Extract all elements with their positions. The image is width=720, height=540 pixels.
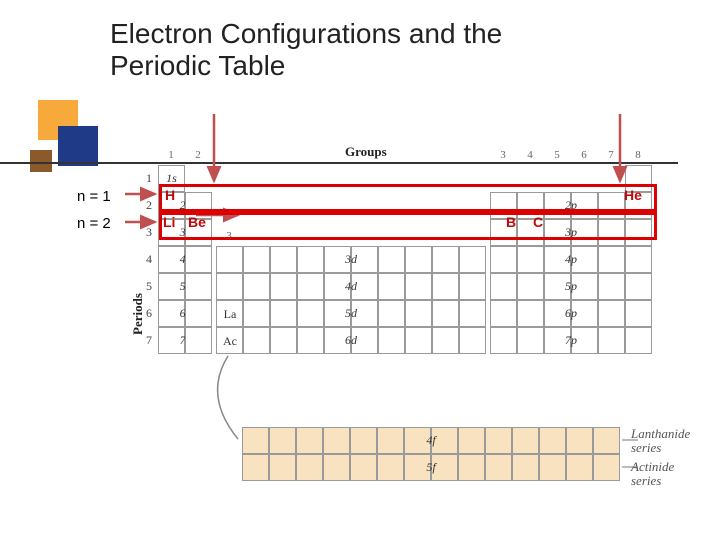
period-number: 5 (138, 279, 152, 294)
element-Li: Li (163, 214, 175, 230)
title-line2: Periodic Table (110, 50, 285, 81)
pt-cell (185, 273, 212, 300)
actinide-label: Actinideseries (631, 460, 674, 489)
group-number: 4 (517, 149, 543, 161)
group-number: 6 (571, 149, 597, 161)
la-ac-label: La (218, 305, 242, 323)
group-number: 3 (216, 230, 242, 242)
period-number: 2 (138, 198, 152, 213)
group-number: 7 (598, 149, 624, 161)
lanthanide-label: Lanthanideseries (631, 427, 690, 456)
element-Be: Be (188, 214, 206, 230)
title-line1: Electron Configurations and the (110, 18, 502, 49)
groups-axis-label: Groups (345, 144, 387, 160)
f-label: 5f (242, 454, 620, 481)
element-B: B (506, 214, 516, 230)
d-label: 4d (216, 273, 486, 300)
element-H: H (165, 187, 175, 203)
element-He: He (624, 187, 642, 203)
p-label: 4p (490, 246, 652, 273)
d-label: 3d (216, 246, 486, 273)
period-number: 7 (138, 333, 152, 348)
p-label: 5p (490, 273, 652, 300)
d-label: 6d (216, 327, 486, 354)
period-number: 1 (138, 171, 152, 186)
row-label-n1: n = 1 (77, 188, 111, 205)
pt-cell (185, 246, 212, 273)
pt-cell (158, 246, 185, 273)
pt-cell (158, 300, 185, 327)
pt-cell (158, 327, 185, 354)
decor-sq-brown (30, 150, 52, 172)
group-number: 3 (490, 149, 516, 161)
element-C: C (533, 214, 543, 230)
slide-decor (38, 100, 128, 180)
p-label: 6p (490, 300, 652, 327)
group-number: 5 (544, 149, 570, 161)
d-label: 5d (216, 300, 486, 327)
period-number: 3 (138, 225, 152, 240)
group-number: 2 (185, 149, 211, 161)
f-label: 4f (242, 427, 620, 454)
period-number: 4 (138, 252, 152, 267)
period-number: 6 (138, 306, 152, 321)
group-number: 8 (625, 149, 651, 161)
decor-line (0, 162, 678, 164)
pt-cell (185, 300, 212, 327)
group-number: 1 (158, 149, 184, 161)
p-label: 7p (490, 327, 652, 354)
pt-cell (185, 327, 212, 354)
row-label-n2: n = 2 (77, 215, 111, 232)
pt-cell (158, 273, 185, 300)
decor-sq-navy (58, 126, 98, 166)
la-ac-label: Ac (218, 332, 242, 350)
